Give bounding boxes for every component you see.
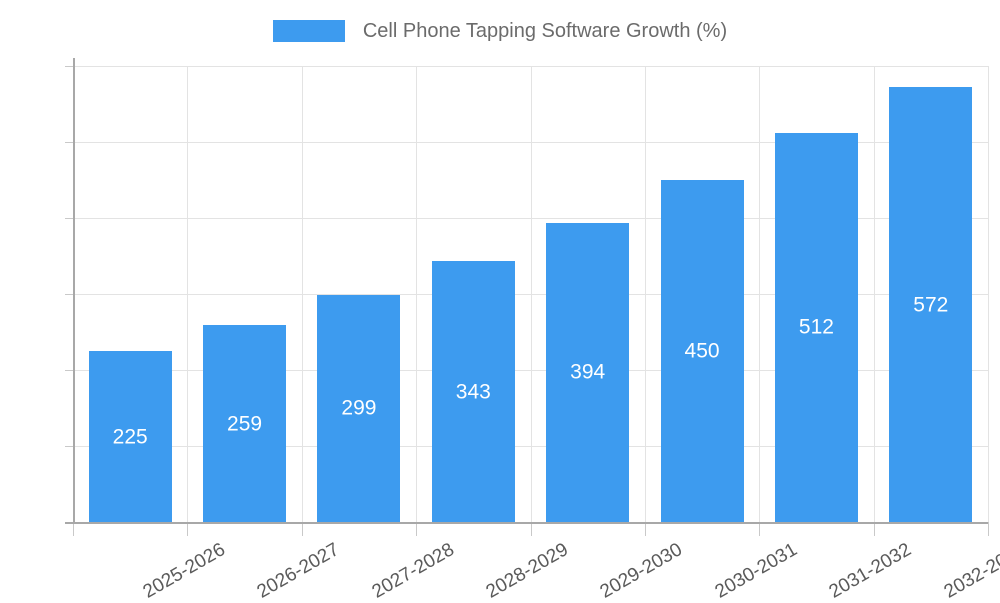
gridline-vertical — [302, 66, 303, 522]
x-axis-tick-label: 2030-2031 — [711, 539, 801, 603]
gridline-vertical — [531, 66, 532, 522]
y-axis-tick-mark — [65, 446, 73, 447]
chart-legend: Cell Phone Tapping Software Growth (%) — [0, 14, 1000, 48]
y-axis-tick-mark — [65, 370, 73, 371]
gridline-horizontal — [73, 370, 988, 371]
x-axis-tick-label: 2032-2033 — [940, 539, 1000, 603]
gridline-vertical — [988, 66, 989, 522]
y-axis-tick-mark — [65, 218, 73, 219]
x-axis-tick-label: 2026-2027 — [253, 539, 344, 603]
gridline-horizontal — [73, 66, 988, 67]
gridline-vertical — [187, 66, 188, 522]
gridline-vertical — [759, 66, 760, 522]
bar[interactable] — [317, 294, 401, 522]
y-axis-tick-mark — [65, 294, 73, 295]
x-axis-tick-label: 2028-2029 — [482, 539, 572, 603]
bar[interactable] — [774, 132, 858, 522]
bar[interactable] — [203, 325, 287, 522]
bar[interactable] — [546, 222, 630, 522]
x-axis-line — [65, 522, 988, 524]
x-axis-tick-mark — [988, 522, 989, 536]
x-axis-tick-mark — [187, 522, 188, 536]
bar[interactable] — [889, 87, 973, 522]
y-axis-line — [73, 58, 75, 522]
gridline-horizontal — [73, 218, 988, 219]
x-axis-tick-mark — [645, 522, 646, 536]
y-axis-tick-mark — [65, 66, 73, 67]
gridline-horizontal — [73, 294, 988, 295]
bar[interactable] — [660, 180, 744, 522]
x-axis-tick-mark — [73, 522, 74, 536]
x-axis-tick-mark — [302, 522, 303, 536]
x-axis-tick-mark — [531, 522, 532, 536]
plot-area: 0100200300400500600 22525929934339445051… — [65, 58, 1000, 603]
x-axis-tick-mark — [874, 522, 875, 536]
bar[interactable] — [431, 261, 515, 522]
x-axis-tick-mark — [416, 522, 417, 536]
x-axis-tick-label: 2025-2026 — [139, 539, 229, 603]
bar[interactable] — [88, 351, 172, 522]
gridline-horizontal — [73, 142, 988, 143]
legend-color-swatch[interactable] — [272, 20, 345, 42]
gridline-vertical — [416, 66, 417, 522]
legend-series-label: Cell Phone Tapping Software Growth (%) — [362, 20, 728, 42]
gridline-vertical — [645, 66, 646, 522]
gridline-horizontal — [73, 446, 988, 447]
x-axis-tick-mark — [759, 522, 760, 536]
x-axis-tick-label: 2031-2032 — [825, 539, 916, 603]
y-axis-tick-mark — [65, 142, 73, 143]
x-axis-tick-label: 2029-2030 — [597, 539, 687, 603]
gridline-vertical — [874, 66, 875, 522]
x-axis-tick-label: 2027-2028 — [368, 539, 458, 603]
